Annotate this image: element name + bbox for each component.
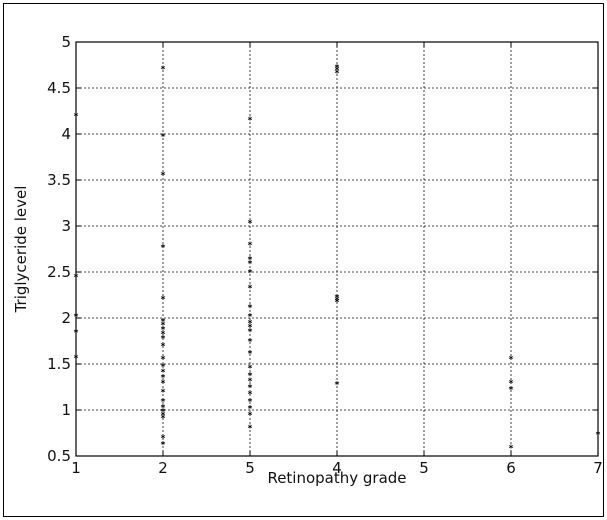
data-point: * xyxy=(161,407,166,417)
data-point: * xyxy=(161,321,166,331)
data-point: * xyxy=(509,379,514,389)
data-point: * xyxy=(335,293,340,303)
data-point: * xyxy=(248,269,253,279)
data-point: * xyxy=(248,372,253,382)
data-point: * xyxy=(161,414,166,424)
y-tick-label: 1.5 xyxy=(47,355,71,373)
axis-ticks xyxy=(75,41,599,457)
data-point: * xyxy=(161,342,166,352)
data-point: * xyxy=(248,256,253,266)
data-point: * xyxy=(248,364,253,374)
data-point: * xyxy=(161,244,166,254)
data-point: * xyxy=(335,381,340,391)
data-point: * xyxy=(161,326,166,336)
x-tick-label: 1 xyxy=(71,459,81,477)
data-point: * xyxy=(248,338,253,348)
data-point: * xyxy=(509,385,514,395)
data-point: * xyxy=(161,65,166,75)
y-tick-label: 3.5 xyxy=(47,171,71,189)
plot-area xyxy=(75,41,599,457)
data-point: * xyxy=(248,424,253,434)
data-point: * xyxy=(248,241,253,251)
y-tick-label: 2 xyxy=(61,309,71,327)
data-point: * xyxy=(335,296,340,306)
y-tick-label: 2.5 xyxy=(47,263,71,281)
data-point: * xyxy=(248,349,253,359)
x-tick-label: 6 xyxy=(506,459,516,477)
data-point: * xyxy=(248,259,253,269)
data-point: * xyxy=(248,313,253,323)
data-points: ****************************************… xyxy=(74,63,601,454)
data-point: * xyxy=(161,295,166,305)
data-point: * xyxy=(74,273,79,283)
x-tick-label: 7 xyxy=(593,459,603,477)
data-point: * xyxy=(161,355,166,365)
data-point: * xyxy=(161,404,166,414)
data-point: * xyxy=(248,377,253,387)
data-point: * xyxy=(335,298,340,308)
data-point: * xyxy=(74,112,79,122)
x-axis-tick-labels: 1 2 5 4 5 6 7 xyxy=(71,459,603,477)
y-tick-label: 5 xyxy=(61,33,71,51)
y-axis-title: Triglyceride level xyxy=(12,186,30,314)
y-tick-label: 4.5 xyxy=(47,79,71,97)
data-point: * xyxy=(161,373,166,383)
data-point: * xyxy=(161,434,166,444)
data-point: * xyxy=(74,313,79,323)
data-point: * xyxy=(335,69,340,79)
data-point: * xyxy=(161,317,166,327)
data-point: * xyxy=(248,303,253,313)
data-point: * xyxy=(161,362,166,372)
data-point: * xyxy=(161,379,166,389)
y-axis-tick-labels: 0.5 1 1.5 2 2.5 3 3.5 4 4.5 5 xyxy=(47,33,71,465)
y-tick-label: 1 xyxy=(61,401,71,419)
data-point: * xyxy=(161,335,166,345)
y-tick-label: 0.5 xyxy=(47,447,71,465)
data-point: * xyxy=(248,405,253,415)
data-point: * xyxy=(248,390,253,400)
x-tick-label: 5 xyxy=(419,459,429,477)
data-point: * xyxy=(248,327,253,337)
data-point: * xyxy=(161,397,166,407)
data-point: * xyxy=(335,66,340,76)
data-point: * xyxy=(509,444,514,454)
data-point: * xyxy=(161,330,166,340)
data-point: * xyxy=(161,411,166,421)
data-point: * xyxy=(161,132,166,142)
data-point: * xyxy=(248,116,253,126)
data-point: * xyxy=(248,411,253,421)
data-point: * xyxy=(74,328,79,338)
data-point: * xyxy=(248,284,253,294)
gridlines xyxy=(76,42,598,456)
data-point: * xyxy=(248,219,253,229)
data-point: * xyxy=(596,430,601,440)
data-point: * xyxy=(74,354,79,364)
data-point: * xyxy=(248,319,253,329)
y-tick-label: 3 xyxy=(61,217,71,235)
x-axis-title: Retinopathy grade xyxy=(267,469,406,487)
data-point: * xyxy=(248,323,253,333)
data-point: * xyxy=(335,63,340,73)
data-point: * xyxy=(509,355,514,365)
data-point: * xyxy=(161,388,166,398)
data-point: * xyxy=(161,171,166,181)
x-tick-label: 2 xyxy=(158,459,168,477)
x-tick-label: 5 xyxy=(245,459,255,477)
y-tick-label: 4 xyxy=(61,125,71,143)
data-point: * xyxy=(161,368,166,378)
data-point: * xyxy=(248,397,253,407)
data-point: * xyxy=(161,441,166,451)
x-tick-label: 4 xyxy=(332,459,342,477)
data-point: * xyxy=(248,384,253,394)
